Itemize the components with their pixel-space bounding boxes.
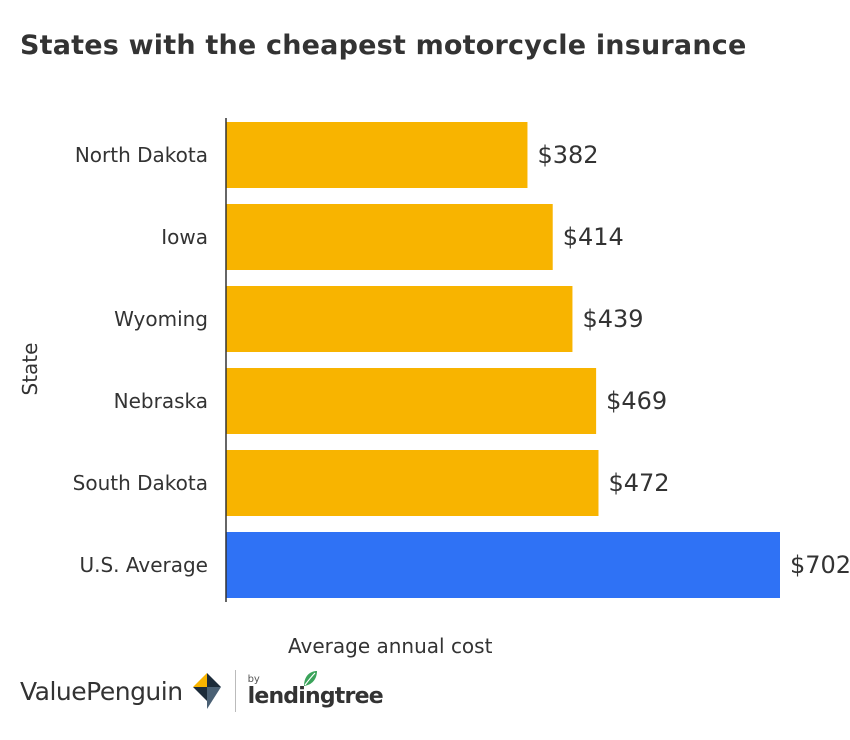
category-label: Iowa (161, 225, 208, 249)
bar-4 (226, 450, 599, 516)
valuepenguin-brand: ValuePenguin (20, 676, 183, 706)
category-label: South Dakota (73, 471, 208, 495)
value-label: $382 (537, 141, 598, 169)
footer-divider (234, 670, 236, 712)
value-label: $439 (582, 305, 643, 333)
bar-1 (226, 204, 553, 270)
bars-group: North Dakota $382 Iowa $414 Wyoming $439 Nebra… (73, 122, 850, 598)
value-label: $469 (606, 387, 667, 415)
bar-0 (226, 122, 528, 188)
category-label: U.S. Average (79, 553, 208, 577)
category-label: North Dakota (75, 143, 208, 167)
bar-3 (226, 368, 597, 434)
category-label: Wyoming (114, 307, 208, 331)
value-label: $414 (563, 223, 624, 251)
category-label: Nebraska (114, 389, 208, 413)
x-axis-label: Average annual cost (288, 634, 493, 658)
lendingtree-logo: by lendingtree (247, 668, 384, 714)
bar-2 (226, 286, 573, 352)
chart-title: States with the cheapest motorcycle insu… (20, 30, 747, 61)
leaf-icon (303, 671, 317, 686)
lendingtree-by-text: by (247, 674, 260, 685)
lendingtree-brand: lendingtree (247, 684, 384, 709)
footer-branding: ValuePenguin by lendingtree (20, 668, 384, 714)
bar-chart: North Dakota $382 Iowa $414 Wyoming $439 Nebra… (73, 118, 850, 602)
y-axis-label: State (18, 342, 42, 396)
valuepenguin-logo-icon (192, 673, 221, 709)
bar-5 (226, 532, 780, 598)
value-label: $472 (608, 469, 669, 497)
value-label: $702 (790, 551, 850, 579)
